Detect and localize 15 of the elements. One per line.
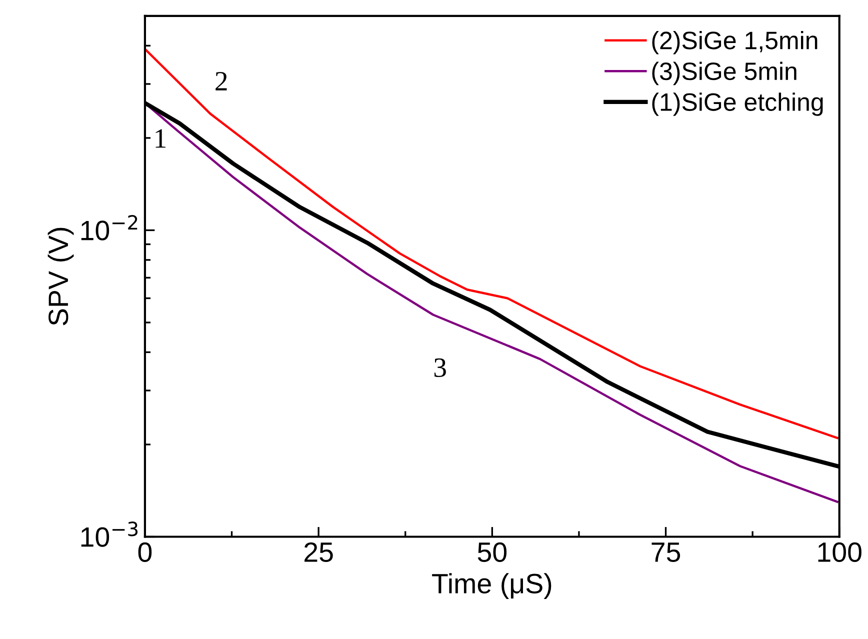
annotation: 3 bbox=[434, 358, 446, 378]
legend-label: (3)SiGe 5min bbox=[652, 62, 796, 86]
legend-label: (1)SiGe etching bbox=[652, 92, 823, 116]
y-axis-title: SPV (V) bbox=[48, 228, 74, 326]
x-tick-label: 25 bbox=[304, 542, 333, 562]
legend-label: (2)SiGe 1,5min bbox=[652, 30, 818, 54]
x-tick-label: 0 bbox=[138, 542, 152, 562]
x-tick-label: 100 bbox=[818, 542, 862, 562]
y-tick-label: 10$^{−2}$ bbox=[81, 215, 138, 240]
x-tick-label: 75 bbox=[652, 542, 680, 562]
x-axis-title: Time (μS) bbox=[432, 573, 552, 599]
annotation: 1 bbox=[156, 129, 166, 148]
annotation: 2 bbox=[216, 72, 227, 90]
y-tick-label: 10$^{−3}$ bbox=[81, 522, 138, 547]
x-tick-label: 50 bbox=[478, 542, 507, 562]
